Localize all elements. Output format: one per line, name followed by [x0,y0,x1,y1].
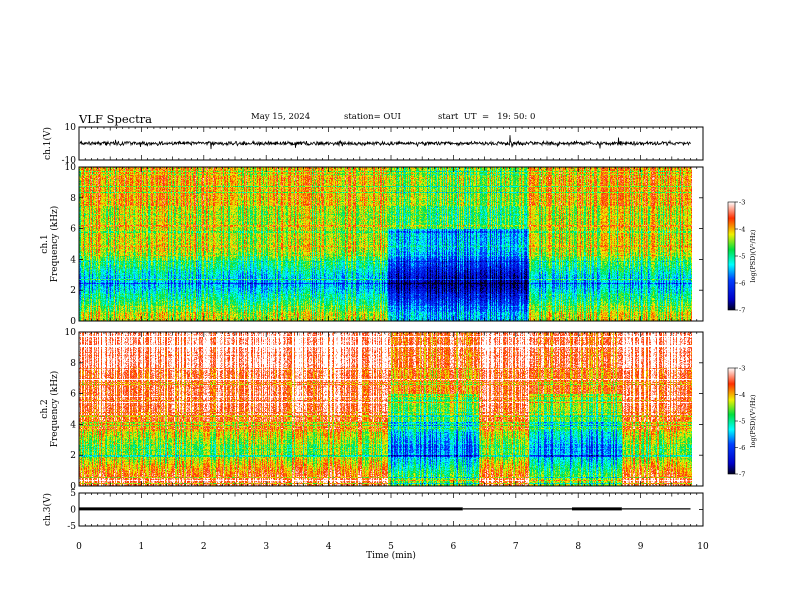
ch2-colorbar-tick-label: -5 [739,418,745,426]
x-axis-label: Time (min) [366,550,416,561]
x-tick-label: 8 [575,542,581,552]
ch2-spec-y-tick-label: 2 [70,451,76,461]
ch2-colorbar-tick-label: -6 [739,444,745,452]
figure-title: VLF Spectra [79,112,153,126]
date-label: May 15, 2024 [251,112,311,122]
ch3-y-tick-label: -5 [67,522,76,532]
x-tick-label: 1 [139,542,145,552]
x-tick-label: 5 [388,542,394,552]
panel-frame-2 [78,166,704,322]
ch1-spec-y-tick-label: 10 [65,163,77,173]
ch2-colorbar-label: log(PSD)(V²/Hz) [749,394,757,447]
ch3-level-ylabel: ch.3(V) [42,493,53,526]
ch1-spec-ylabel-line1: ch.1 [40,234,50,253]
ch2-spec-y-tick-label: 4 [70,420,76,430]
x-tick-label: 6 [451,542,457,552]
ch2-colorbar-tick-label: -3 [739,365,745,373]
ch1-spec-y-tick-label: 6 [70,225,76,235]
ch1-colorbar-label: log(PSD)(V²/Hz) [749,229,757,282]
ch2-spectrogram-image [79,332,703,486]
ch2-colorbar-bar [727,367,736,475]
ch1-spec-y-tick-label: 0 [70,317,76,327]
x-tick-label: 9 [638,542,644,552]
ch1-spec-ylabel-line2: Frequency (kHz) [49,206,60,283]
ch3-y-tick-label: 0 [70,506,76,516]
x-tick-label: 2 [201,542,207,552]
ch1-y-tick-label: -10 [62,156,77,166]
ch2-spec-y-tick-label: 6 [70,390,76,400]
x-tick-label: 3 [263,542,269,552]
ch1-waveform-line [79,135,691,150]
x-tick-label: 0 [76,542,82,552]
x-tick-label: 7 [513,542,519,552]
ch1-y-tick-label: 10 [65,123,77,133]
ch1-colorbar-tick-label: -3 [739,199,745,207]
ch2-colorbar-tick-label: -7 [739,471,745,479]
ch2-spec-ylabel-line1: ch.2 [40,399,50,418]
ch1-colorbar-bar [727,201,736,311]
start-time-label: start UT = 19: 50: 0 [438,112,536,122]
ch3-y-tick-label: 5 [70,489,76,499]
ch1-spec-y-tick-label: 8 [70,194,76,204]
ch2-spec-y-tick-label: 10 [65,328,77,338]
panel-frame-3 [78,331,704,487]
ch1-colorbar-tick-label: -5 [739,253,745,261]
ch2-spec-y-tick-label: 8 [70,359,76,369]
station-label: station= OUI [344,112,401,122]
ch1-spec-y-tick-label: 2 [70,286,76,296]
ch1-spectrogram-image [79,167,703,321]
ch1-spec-y-tick-label: 4 [70,255,76,265]
ch1-colorbar-tick-label: -4 [739,226,745,234]
ch1-waveform-ylabel: ch.1(V) [42,127,53,160]
ch2-spec-ylabel-line2: Frequency (kHz) [49,371,60,448]
x-tick-label: 10 [697,542,709,552]
ch1-colorbar-tick-label: -7 [739,307,745,315]
ch2-spec-y-tick-label: 0 [70,482,76,492]
ch1-colorbar-tick-label: -6 [739,280,745,288]
x-tick-label: 4 [326,542,332,552]
ch2-colorbar-tick-label: -4 [739,391,745,399]
